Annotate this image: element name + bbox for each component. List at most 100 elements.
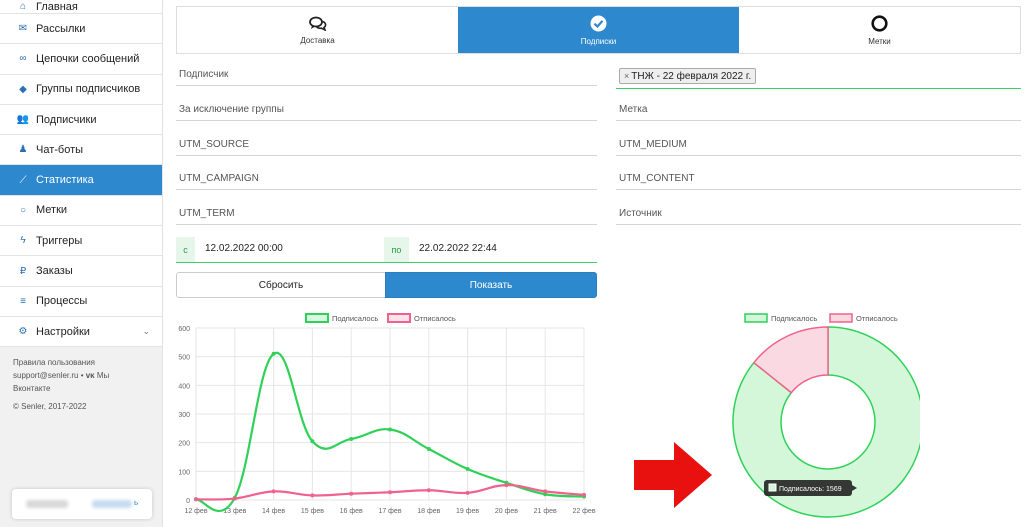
data-point[interactable]	[388, 427, 392, 432]
data-point[interactable]	[465, 467, 470, 472]
data-point[interactable]	[271, 351, 276, 356]
utm-campaign-field[interactable]: UTM_CAMPAIGN	[176, 168, 597, 190]
sidebar-item-label: Подписчики	[36, 113, 97, 126]
data-point[interactable]	[388, 490, 392, 495]
x-tick-label: 13 фев	[223, 508, 246, 515]
sidebar-item-6[interactable]: ⟋ Статистика	[0, 165, 162, 196]
subscriber-placeholder: Подписчик	[179, 69, 229, 80]
legend-swatch	[744, 313, 768, 323]
chevron-down-icon[interactable]: ⌄	[142, 326, 150, 337]
data-point[interactable]	[465, 490, 470, 495]
data-point[interactable]	[310, 439, 315, 444]
tab-tags[interactable]: Метки	[739, 7, 1020, 53]
blurred-text	[26, 500, 68, 508]
line-chart-icon: ⟋	[19, 174, 27, 186]
sidebar-menu: ⌂ Главная ✉ Рассылки ∞ Цепочки сообщений ◆ Груп…	[0, 0, 162, 348]
data-point[interactable]	[426, 488, 431, 493]
data-point[interactable]	[194, 497, 198, 502]
legend-label: Подписалось	[332, 314, 378, 323]
tab-subscriptions-label: Подписки	[580, 36, 617, 46]
data-point[interactable]	[349, 436, 354, 441]
sidebar-item-3[interactable]: ◆ Группы подписчиков	[0, 74, 162, 105]
remove-chip-icon[interactable]: ×	[624, 71, 630, 81]
legend-label: Отписалось	[414, 314, 456, 323]
sidebar-item-5[interactable]: ♟ Чат-боты	[0, 135, 162, 166]
utm-source-field[interactable]: UTM_SOURCE	[176, 134, 597, 156]
legend-label: Подписалось	[771, 314, 817, 323]
support-line: support@senler.ru • ᴠᴋ Мы	[13, 370, 149, 382]
utm-medium-field[interactable]: UTM_MEDIUM	[616, 134, 1021, 156]
data-point[interactable]	[504, 483, 509, 488]
date-to-input[interactable]: 22.02.2022 22:44	[419, 243, 497, 254]
utm-content-field[interactable]: UTM_CONTENT	[616, 168, 1021, 190]
cogs-icon: ⚙	[18, 326, 28, 338]
tab-delivery[interactable]: Доставка	[177, 7, 458, 53]
support-email[interactable]: support@senler.ru •	[13, 371, 86, 381]
x-tick-label: 14 фев	[262, 508, 285, 515]
vk-icon: ᴠᴋ	[85, 371, 97, 381]
sidebar-item-4[interactable]: 👥 Подписчики	[0, 104, 162, 136]
data-point[interactable]	[582, 492, 586, 497]
data-point[interactable]	[426, 446, 431, 451]
data-point[interactable]	[271, 489, 276, 494]
series-line-0	[195, 351, 585, 513]
x-tick-label: 20 фев	[495, 508, 518, 515]
home-icon: ⌂	[19, 1, 27, 12]
y-tick-label: 500	[178, 355, 190, 362]
sidebar-item-label: Чат-боты	[36, 143, 84, 156]
donut-slice-0[interactable]	[732, 326, 920, 518]
x-tick-label: 12 фев	[184, 508, 207, 515]
sidebar-item-9[interactable]: ₽ Заказы	[0, 256, 162, 287]
link-icon: ∞	[19, 53, 27, 65]
vk-brand-label[interactable]: Мы	[96, 371, 110, 381]
sidebar-item-label: Заказы	[36, 265, 73, 278]
sidebar-item-1[interactable]: ✉ Рассылки	[0, 14, 162, 45]
y-tick-label: 200	[178, 441, 190, 448]
x-tick-label: 15 фев	[301, 508, 324, 515]
tag-field[interactable]: Метка	[616, 99, 1021, 121]
check-circle-icon	[590, 15, 607, 31]
y-tick-label: 600	[178, 326, 190, 333]
sidebar-item-2[interactable]: ∞ Цепочки сообщений	[0, 44, 162, 75]
selected-tag-label: ТНЖ - 22 февраля 2022 г.	[631, 70, 752, 82]
utm-term-placeholder: UTM_TERM	[179, 208, 235, 219]
circle-icon	[871, 14, 888, 32]
vk-link[interactable]: Вконтакте	[13, 384, 51, 394]
source-field[interactable]: Источник	[616, 203, 1021, 225]
blurred-widget[interactable]: ь	[12, 489, 152, 519]
data-point[interactable]	[543, 492, 548, 497]
date-to-label: по	[384, 237, 409, 262]
data-point[interactable]	[232, 496, 237, 501]
data-point[interactable]	[310, 493, 315, 498]
date-from-input[interactable]: 12.02.2022 00:00	[205, 243, 283, 254]
x-tick-label: 17 фев	[378, 508, 401, 515]
tooltip-swatch	[768, 483, 777, 492]
show-button[interactable]: Показать	[385, 272, 597, 298]
data-point[interactable]	[543, 489, 548, 494]
subscriber-tag-field[interactable]: × ТНЖ - 22 февраля 2022 г.	[616, 64, 1021, 89]
date-range: с 12.02.2022 00:00 по 22.02.2022 22:44	[176, 237, 597, 263]
utm-medium-placeholder: UTM_MEDIUM	[619, 139, 687, 150]
tab-tags-label: Метки	[868, 36, 891, 46]
y-tick-label: 100	[178, 469, 190, 476]
tab-subscriptions[interactable]: Подписки	[458, 7, 739, 53]
sidebar-item-11[interactable]: ⚙ Настройки ⌄	[0, 316, 162, 348]
utm-campaign-placeholder: UTM_CAMPAIGN	[179, 173, 259, 184]
sidebar-item-0[interactable]: ⌂ Главная	[0, 0, 162, 14]
data-point[interactable]	[349, 491, 354, 496]
utm-content-placeholder: UTM_CONTENT	[619, 173, 695, 184]
reset-button[interactable]: Сбросить	[176, 272, 386, 298]
sidebar-item-7[interactable]: ○ Метки	[0, 195, 162, 227]
y-tick-label: 0	[186, 498, 190, 505]
envelope-icon: ✉	[18, 23, 28, 35]
sidebar-item-8[interactable]: ϟ Триггеры	[0, 226, 162, 257]
donut-slice-1[interactable]	[752, 326, 829, 394]
legend-label: Отписалось	[856, 314, 898, 323]
utm-term-field[interactable]: UTM_TERM	[176, 203, 597, 225]
sidebar-item-10[interactable]: ≡ Процессы	[0, 286, 162, 317]
subscriber-field[interactable]: Подписчик	[176, 64, 597, 86]
x-tick-label: 19 фев	[456, 508, 479, 515]
terms-link[interactable]: Правила пользования	[13, 358, 96, 368]
stats-tabs: Доставка Подписки Метки	[176, 6, 1021, 54]
except-group-field[interactable]: За исключение группы	[176, 99, 597, 121]
